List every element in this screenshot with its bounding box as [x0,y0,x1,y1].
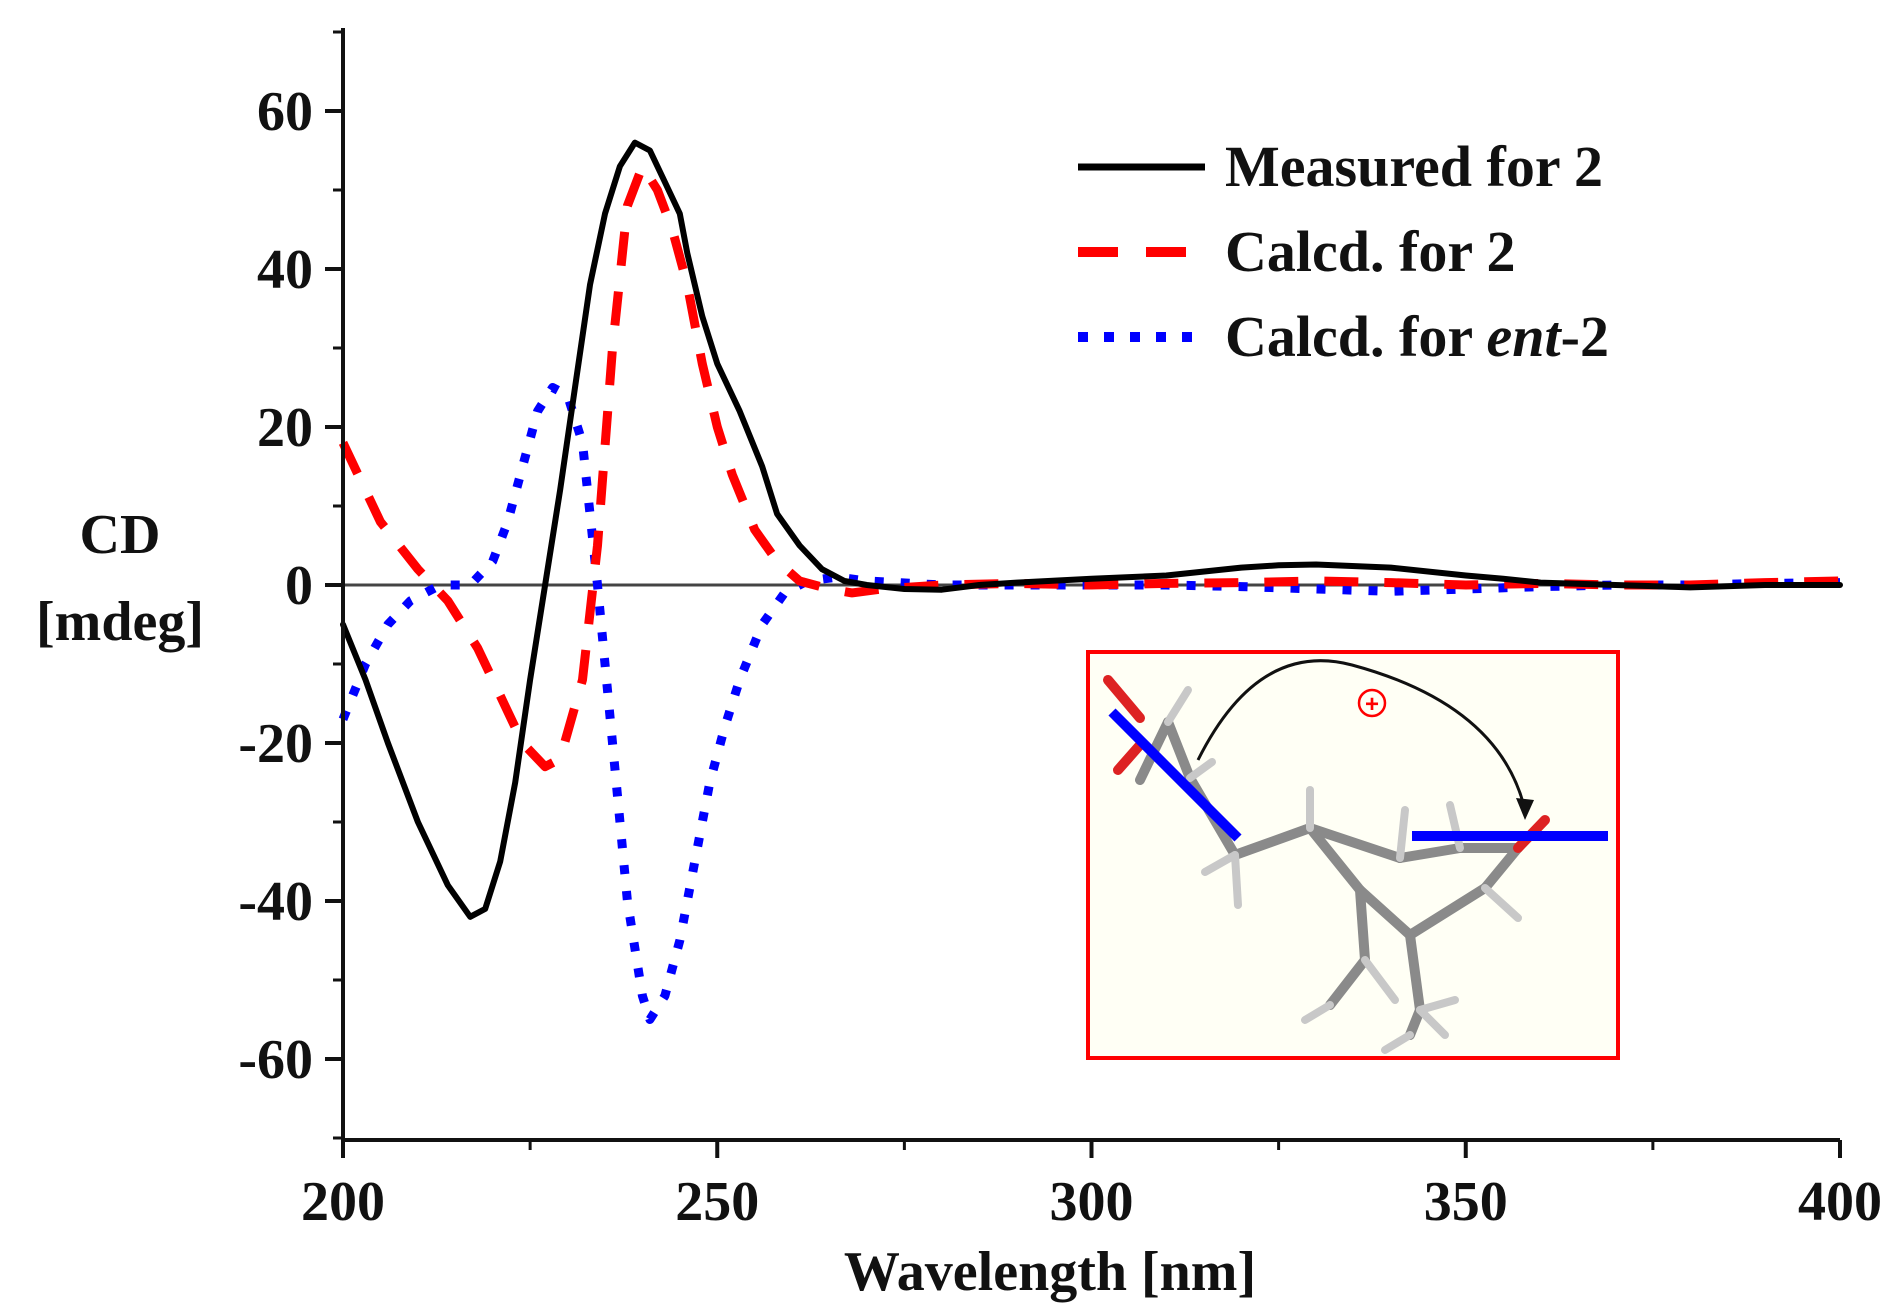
molecule-inset: + [1086,650,1620,1060]
molecule-bonds [1135,717,1523,1040]
y-tick-label-40: 40 [257,239,313,301]
molecule-hydrogens [1164,686,1522,1054]
y-tick-label--40: -40 [238,871,313,933]
series-line-measured-for-2 [340,139,1843,920]
y-tick-label-0: 0 [285,555,313,617]
positive-sign-circle [1357,688,1387,718]
chromophore-bar-left [1108,708,1242,842]
inset-frame [1086,650,1620,1060]
series-line-calcd-for-2 [338,161,1841,772]
x-tick-label-200: 200 [301,1171,385,1233]
y-tick-label-60: 60 [257,81,313,143]
legend: Measured for 2 Calcd. for 2 Calcd. for ent… [1078,134,1609,369]
y-tick-label--60: -60 [238,1029,313,1091]
legend-label-1: Calcd. for 2 [1225,219,1516,284]
coupling-arrow [1196,659,1527,811]
y-axis-title-line2: [mdeg] [36,591,204,653]
x-tick-label-400: 400 [1798,1171,1882,1233]
x-axis-title: Wavelength [nm] [844,1241,1256,1303]
legend-label-2: Calcd. for ent-2 [1225,304,1609,369]
y-tick-label--20: -20 [238,713,313,775]
legend-label-0: Measured for 2 [1225,134,1603,199]
x-tick-label-300: 300 [1050,1171,1134,1233]
series-layer [338,139,1843,1024]
y-axis-title-line1: CD [80,504,161,566]
coupling-arrowhead [1516,798,1534,820]
y-tick-label-20: 20 [257,397,313,459]
x-tick-label-350: 350 [1424,1171,1508,1233]
x-tick-label-250: 250 [675,1171,759,1233]
positive-sign: + [1365,691,1379,718]
